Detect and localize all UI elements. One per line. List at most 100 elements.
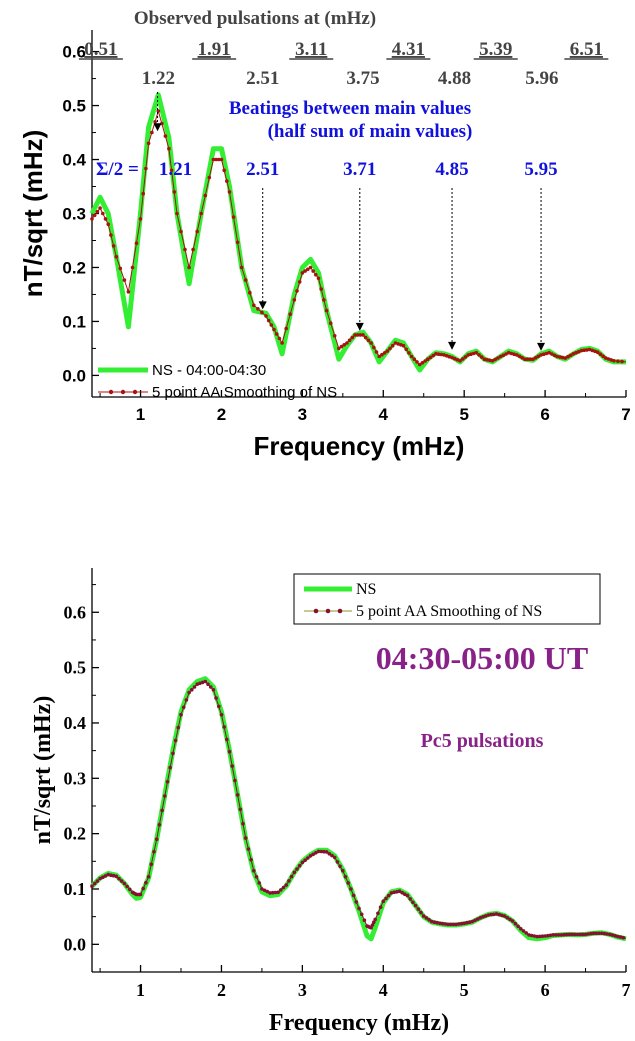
smoothing-point — [515, 353, 519, 357]
smoothing-point — [248, 290, 252, 295]
smoothing-point — [409, 354, 414, 359]
smoothing-point — [413, 903, 418, 908]
smoothing-point — [513, 921, 518, 926]
smoothing-point — [571, 352, 576, 356]
smoothing-point — [373, 917, 378, 922]
smoothing-point — [249, 858, 253, 862]
y-tick-label: 0.0 — [64, 934, 87, 954]
smoothing-point — [211, 688, 216, 692]
smoothing-point — [533, 356, 538, 360]
smoothing-point — [103, 217, 108, 221]
smoothing-point — [591, 931, 596, 936]
smoothing-point — [544, 351, 549, 356]
smoothing-point — [536, 354, 541, 359]
smoothing-point — [287, 879, 291, 883]
smoothing-point — [548, 933, 553, 938]
y-tick-label: 0.2 — [62, 258, 86, 277]
smoothing-point — [297, 863, 302, 868]
smoothing-point — [594, 931, 599, 936]
smoothing-point — [206, 682, 210, 686]
smoothing-point — [146, 875, 151, 879]
smoothing-point — [300, 860, 305, 865]
smoothing-point — [354, 900, 359, 904]
smoothing-point — [98, 876, 102, 881]
smoothing-point — [238, 807, 243, 812]
smoothing-point — [546, 933, 550, 938]
smoothing-point — [451, 922, 456, 927]
smoothing-point — [501, 353, 506, 358]
y-tick-label: 0.5 — [62, 97, 86, 116]
smoothing-point — [581, 932, 585, 937]
smoothing-point — [227, 190, 232, 194]
smoothing-point — [420, 361, 425, 365]
smoothing-point — [289, 874, 294, 879]
smoothing-point — [125, 884, 129, 889]
smoothing-point — [508, 917, 512, 922]
smoothing-point — [467, 920, 472, 924]
x-tick-label: 6 — [541, 980, 550, 1000]
smoothing-point — [618, 935, 623, 939]
smoothing-point — [297, 280, 302, 284]
smoothing-point — [372, 920, 376, 924]
smoothing-point — [157, 823, 162, 827]
observed-top-value: 4.31 — [392, 39, 425, 60]
smoothing-point — [308, 265, 313, 270]
smoothing-point — [443, 922, 448, 926]
smoothing-point — [380, 352, 384, 357]
smoothing-point — [559, 933, 564, 937]
smoothing-point — [475, 917, 480, 921]
smoothing-point — [372, 345, 376, 350]
smoothing-point — [463, 355, 468, 359]
beating-value: 4.85 — [435, 159, 468, 180]
smoothing-point — [462, 921, 467, 926]
smoothing-point — [141, 191, 145, 196]
y-tick-label: 0.5 — [64, 658, 87, 678]
smoothing-point — [361, 333, 365, 337]
smoothing-point — [300, 271, 305, 275]
beating-value: 5.95 — [524, 159, 557, 180]
smoothing-point — [395, 890, 399, 894]
smoothing-point — [482, 357, 487, 362]
smoothing-point — [322, 298, 326, 302]
smoothing-point — [485, 358, 489, 362]
smoothing-point — [235, 793, 240, 797]
smoothing-point — [494, 912, 499, 916]
legend-smoothing-label: 5 point AA Smoothing of NS — [356, 603, 542, 620]
smoothing-point — [512, 352, 516, 357]
smoothing-point — [335, 860, 340, 864]
chart-bottom-pc5: 0.0 0.1 0.2 0.3 0.4 0.5 0.6 1 2 3 4 5 6 7 Frequency (m… — [30, 568, 631, 1036]
smoothing-point — [284, 326, 289, 331]
smoothing-point — [567, 932, 572, 937]
chart-title: 04:30-05:00 UT — [376, 640, 588, 676]
smoothing-point — [350, 335, 355, 340]
smoothing-point — [504, 352, 508, 356]
smoothing-point — [578, 932, 582, 937]
legend-smoothing-dot — [325, 608, 331, 614]
smoothing-point — [106, 222, 110, 227]
series-ns-line — [90, 676, 627, 942]
smoothing-point — [457, 922, 461, 926]
smoothing-point — [187, 265, 191, 270]
smoothing-point — [324, 308, 329, 313]
smoothing-point — [579, 348, 584, 353]
smoothing-point — [225, 179, 229, 183]
legend-box — [293, 573, 601, 625]
smoothing-point — [478, 916, 483, 920]
smoothing-point — [227, 749, 232, 754]
y-tick-label: 0.4 — [62, 151, 86, 170]
smoothing-point — [295, 289, 299, 293]
smoothing-point — [138, 217, 143, 221]
smoothing-point — [154, 837, 159, 841]
smoothing-point — [122, 881, 127, 886]
smoothing-point — [384, 896, 388, 901]
smoothing-point — [604, 356, 608, 360]
x-tick-label: 3 — [298, 980, 307, 1000]
smoothing-point — [362, 918, 367, 922]
smoothing-point — [543, 934, 547, 938]
smoothing-point — [198, 681, 202, 686]
smoothing-point — [524, 931, 528, 935]
smoothing-point — [222, 725, 226, 729]
beating-arrow-head — [537, 342, 546, 351]
sigma-prefix: Σ/2 = — [96, 159, 139, 180]
smoothing-point — [560, 355, 565, 360]
